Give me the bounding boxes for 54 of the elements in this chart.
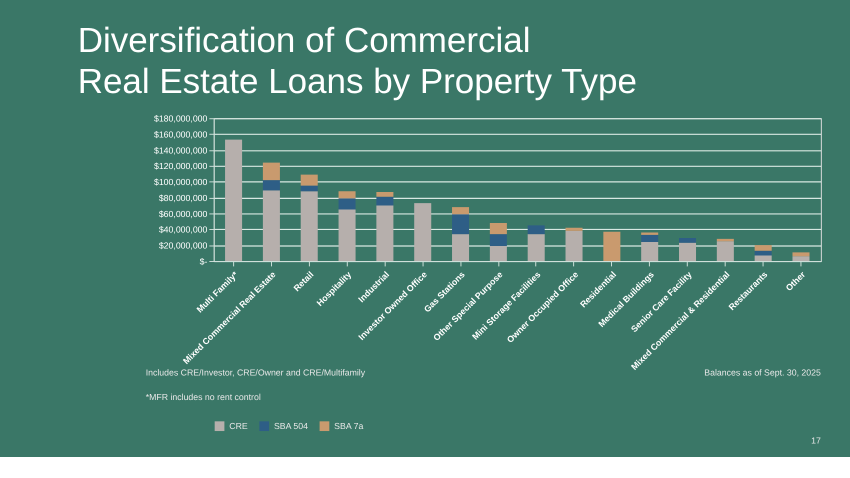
y-tick-label: $100,000,000 xyxy=(154,177,208,188)
bar xyxy=(414,203,432,262)
bar xyxy=(679,238,696,243)
text: *MFR includes no rent control xyxy=(146,392,261,402)
bar xyxy=(528,234,545,262)
bar xyxy=(338,191,356,198)
y-tick-label: $40,000,000 xyxy=(158,224,208,235)
bar xyxy=(566,230,583,262)
bar xyxy=(641,232,658,235)
bar xyxy=(338,209,356,262)
bar xyxy=(452,234,470,262)
bar xyxy=(262,190,280,262)
bar xyxy=(376,192,394,197)
bar xyxy=(262,162,280,180)
y-tick-label: $120,000,000 xyxy=(154,161,208,172)
bar xyxy=(338,198,356,210)
legend-label: SBA 504 xyxy=(274,421,308,432)
chart-title: Diversification of Commercial Real Estate Loans by Property Type xyxy=(78,21,637,101)
y-tick-label: $180,000,000 xyxy=(154,114,208,124)
legend-label: CRE xyxy=(229,421,248,432)
bar xyxy=(300,191,318,262)
bar xyxy=(792,256,810,262)
bar xyxy=(754,245,772,251)
bar xyxy=(528,225,545,234)
y-tick-label: $140,000,000 xyxy=(154,145,208,156)
bar xyxy=(490,246,507,262)
bar xyxy=(376,206,394,262)
bar xyxy=(300,186,318,192)
text: Balances as of Sept. 30, 2025 xyxy=(704,368,821,378)
bar xyxy=(225,140,242,262)
legend-label: SBA 7a xyxy=(334,421,364,432)
bar xyxy=(490,222,507,234)
text: Includes CRE/Investor, CRE/Owner and CRE/Multifamily xyxy=(146,368,366,378)
bar xyxy=(641,234,658,242)
bar xyxy=(452,207,470,214)
y-tick-label: $160,000,000 xyxy=(154,130,208,140)
y-tick-label: $60,000,000 xyxy=(158,208,208,219)
bar xyxy=(300,174,318,186)
text: 17 xyxy=(811,436,821,446)
bar xyxy=(452,214,470,234)
bar xyxy=(716,241,734,262)
bar xyxy=(566,228,583,231)
bar xyxy=(490,234,507,246)
bar xyxy=(641,242,658,262)
bar xyxy=(262,180,280,190)
y-tick-label: $20,000,000 xyxy=(158,240,208,251)
y-tick-label: $- xyxy=(200,256,208,266)
bar xyxy=(754,250,772,256)
bar xyxy=(603,232,620,262)
bar xyxy=(376,196,394,206)
bar xyxy=(792,252,810,256)
y-tick-label: $80,000,000 xyxy=(158,192,208,203)
bar xyxy=(754,255,772,262)
bar xyxy=(679,242,696,262)
